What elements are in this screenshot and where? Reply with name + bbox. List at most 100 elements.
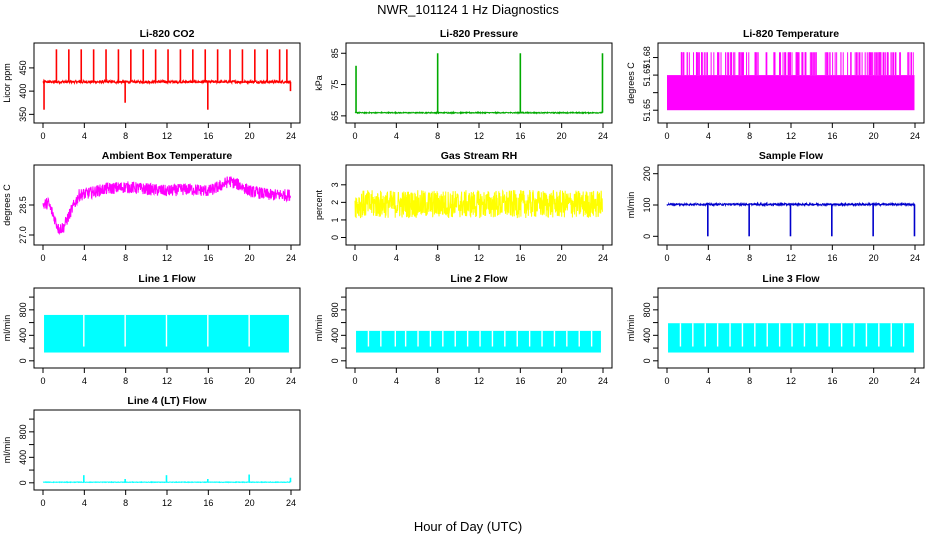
x-tick-label: 20	[245, 498, 255, 508]
y-tick-label: 350	[18, 107, 28, 122]
series	[354, 189, 603, 219]
x-tick-label: 4	[82, 253, 87, 263]
x-tick-label: 4	[706, 131, 711, 141]
x-tick-label: 12	[162, 131, 172, 141]
x-tick-label: 24	[286, 131, 296, 141]
x-tick-label: 12	[162, 498, 172, 508]
series	[42, 176, 291, 236]
y-tick-label: 0	[642, 234, 652, 239]
x-tick-label: 12	[786, 131, 796, 141]
y-tick-label: 0	[330, 358, 340, 363]
x-tick-label: 12	[162, 253, 172, 263]
panel-1: Li-820 CO2 0 4 8 12 16 20 24 350 400 450 Licor ppm	[2, 28, 301, 141]
series	[356, 330, 601, 353]
panel-title: Li-820 Pressure	[440, 28, 518, 40]
x-tick-label: 20	[245, 253, 255, 263]
panel-title: Line 2 Flow	[450, 273, 508, 285]
x-tick-label: 16	[203, 131, 213, 141]
x-tick-label: 4	[706, 376, 711, 386]
x-tick-label: 8	[435, 253, 440, 263]
x-tick-label: 16	[827, 376, 837, 386]
x-tick-label: 16	[515, 376, 525, 386]
x-tick-label: 16	[827, 253, 837, 263]
x-tick-label: 20	[557, 376, 567, 386]
x-tick-label: 4	[394, 131, 399, 141]
series	[44, 314, 289, 353]
series	[667, 52, 915, 111]
y-axis-label: ml/min	[314, 315, 324, 342]
panel-title: Sample Flow	[759, 150, 824, 162]
series-line	[666, 201, 915, 208]
x-tick-label: 8	[435, 376, 440, 386]
x-tick-label: 20	[245, 376, 255, 386]
x-tick-label: 0	[352, 131, 357, 141]
x-tick-label: 16	[203, 253, 213, 263]
series-line	[354, 189, 603, 219]
y-tick-label: 100	[642, 197, 652, 212]
y-tick-label: 85	[330, 48, 340, 58]
fill-block	[667, 75, 915, 111]
y-tick-label: 400	[18, 450, 28, 465]
y-tick-label: 51.65	[642, 99, 652, 122]
x-tick-label: 12	[162, 376, 172, 386]
panel-title: Ambient Box Temperature	[102, 150, 233, 162]
panel-title: Li-820 CO2	[140, 28, 195, 40]
y-tick-label: 51.67	[642, 64, 652, 87]
y-tick-label: 400	[18, 328, 28, 343]
x-tick-label: 8	[123, 253, 128, 263]
y-axis-label: percent	[314, 189, 324, 220]
series	[42, 49, 292, 110]
y-tick-label: 1	[330, 217, 340, 222]
y-tick-label: 400	[642, 328, 652, 343]
panel-title: Gas Stream RH	[441, 150, 517, 162]
y-tick-label: 400	[18, 84, 28, 99]
x-tick-label: 0	[664, 376, 669, 386]
panel-frame	[33, 164, 301, 246]
y-tick-label: 800	[330, 302, 340, 317]
x-tick-label: 24	[286, 376, 296, 386]
panel-8: Line 2 Flow 0 4 8 12 16 20 24 0 400 800 ml/min	[314, 273, 613, 386]
x-tick-label: 16	[203, 498, 213, 508]
x-tick-label: 4	[706, 253, 711, 263]
x-tick-label: 8	[123, 498, 128, 508]
panel-2: Li-820 Pressure 0 4 8 12 16 20 24 65 75 85 kPa	[314, 28, 613, 141]
panel-10: Line 4 (LT) Flow 0 4 8 12 16 20 24 0 400 800 ml/min	[2, 395, 301, 508]
x-tick-label: 4	[82, 376, 87, 386]
x-tick-label: 24	[910, 131, 920, 141]
x-tick-label: 24	[598, 376, 608, 386]
x-tick-label: 12	[474, 376, 484, 386]
panel-7: Line 1 Flow 0 4 8 12 16 20 24 0 400 800 ml/min	[2, 273, 301, 386]
series	[668, 323, 914, 353]
x-tick-label: 16	[827, 131, 837, 141]
y-tick-label: 51.68	[642, 46, 652, 69]
x-tick-label: 12	[786, 376, 796, 386]
x-tick-label: 24	[286, 498, 296, 508]
x-tick-label: 12	[786, 253, 796, 263]
x-tick-label: 20	[557, 131, 567, 141]
y-axis-label: degrees C	[626, 62, 636, 104]
x-tick-label: 8	[123, 131, 128, 141]
y-tick-label: 800	[18, 302, 28, 317]
x-tick-label: 20	[869, 131, 879, 141]
y-tick-label: 800	[642, 302, 652, 317]
panel-4: Ambient Box Temperature 0 4 8 12 16 20 24 27.0 28…	[2, 150, 301, 263]
figure-xlabel: Hour of Day (UTC)	[414, 519, 522, 534]
panel-frame	[345, 42, 613, 124]
x-tick-label: 20	[557, 253, 567, 263]
x-tick-label: 4	[82, 131, 87, 141]
x-tick-label: 0	[40, 498, 45, 508]
x-tick-label: 4	[394, 253, 399, 263]
x-tick-label: 4	[82, 498, 87, 508]
x-tick-label: 16	[515, 253, 525, 263]
y-axis-label: ml/min	[2, 437, 12, 464]
x-tick-label: 24	[598, 131, 608, 141]
x-tick-label: 0	[664, 131, 669, 141]
panel-title: Line 3 Flow	[762, 273, 820, 285]
y-tick-label: 800	[18, 424, 28, 439]
panel-3: Li-820 Temperature 0 4 8 12 16 20 24 51.65 51.675…	[626, 28, 925, 141]
flow-band	[668, 323, 914, 353]
series	[42, 474, 292, 484]
y-axis-label: ml/min	[2, 315, 12, 342]
